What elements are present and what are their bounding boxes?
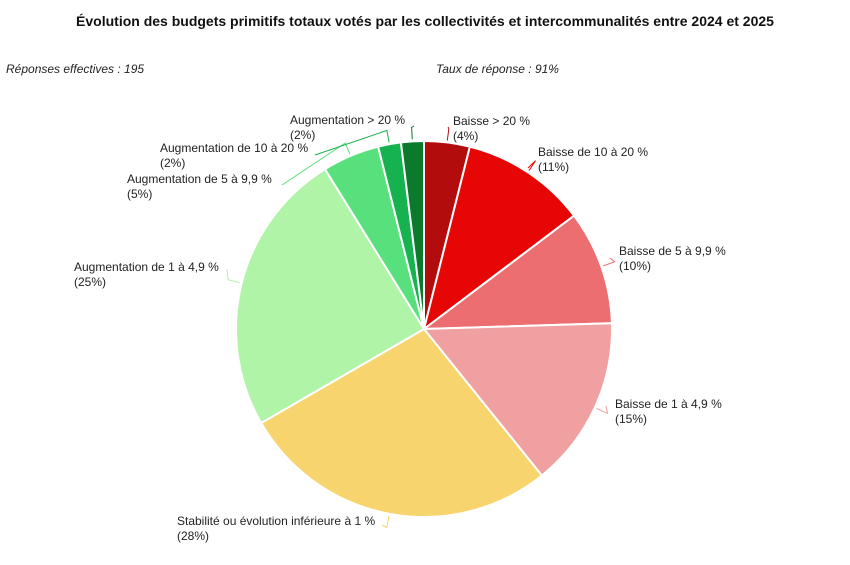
leader-line <box>226 268 240 284</box>
leader-line <box>314 129 390 156</box>
pie-slice <box>421 322 613 477</box>
response-rate: Taux de réponse : 91% <box>436 62 559 76</box>
leader-line <box>603 257 616 267</box>
leader-line <box>446 126 450 141</box>
slice-percent-label: (25%) <box>74 275 106 289</box>
slice-label: Stabilité ou évolution inférieure à 1 % <box>177 514 375 528</box>
pie-slice <box>422 145 576 332</box>
leader-line <box>281 142 351 186</box>
leader-line <box>411 125 415 140</box>
pie-slice <box>235 167 426 425</box>
leader-line <box>381 515 390 529</box>
responses-count: Réponses effectives : 195 <box>6 62 145 76</box>
pie-slice <box>399 139 425 330</box>
slice-label: Baisse de 10 à 20 % <box>538 145 648 159</box>
slice-percent-label: (10%) <box>619 259 651 273</box>
slice-percent-label: (15%) <box>615 412 647 426</box>
slice-label: Augmentation de 10 à 20 % <box>160 141 308 155</box>
slice-percent-label: (2%) <box>290 128 315 142</box>
leader-line <box>596 405 609 415</box>
pie-slice <box>259 327 544 518</box>
slice-percent-label: (28%) <box>177 529 209 543</box>
slice-label: Baisse de 1 à 4,9 % <box>615 397 722 411</box>
slice-label: Augmentation de 1 à 4,9 % <box>74 260 219 274</box>
leader-line <box>527 160 536 171</box>
slice-label: Baisse de 5 à 9,9 % <box>619 244 726 258</box>
chart-title: Évolution des budgets primitifs totaux v… <box>76 13 774 29</box>
slice-label: Baisse > 20 % <box>453 114 530 128</box>
slice-percent-label: (2%) <box>160 156 185 170</box>
pie-slice <box>420 214 613 331</box>
slice-label: Augmentation de 5 à 9,9 % <box>127 172 272 186</box>
slice-label: Augmentation > 20 % <box>290 113 405 127</box>
slice-percent-label: (4%) <box>453 129 478 143</box>
slice-percent-label: (11%) <box>538 160 569 174</box>
slice-percent-label: (5%) <box>127 187 152 201</box>
